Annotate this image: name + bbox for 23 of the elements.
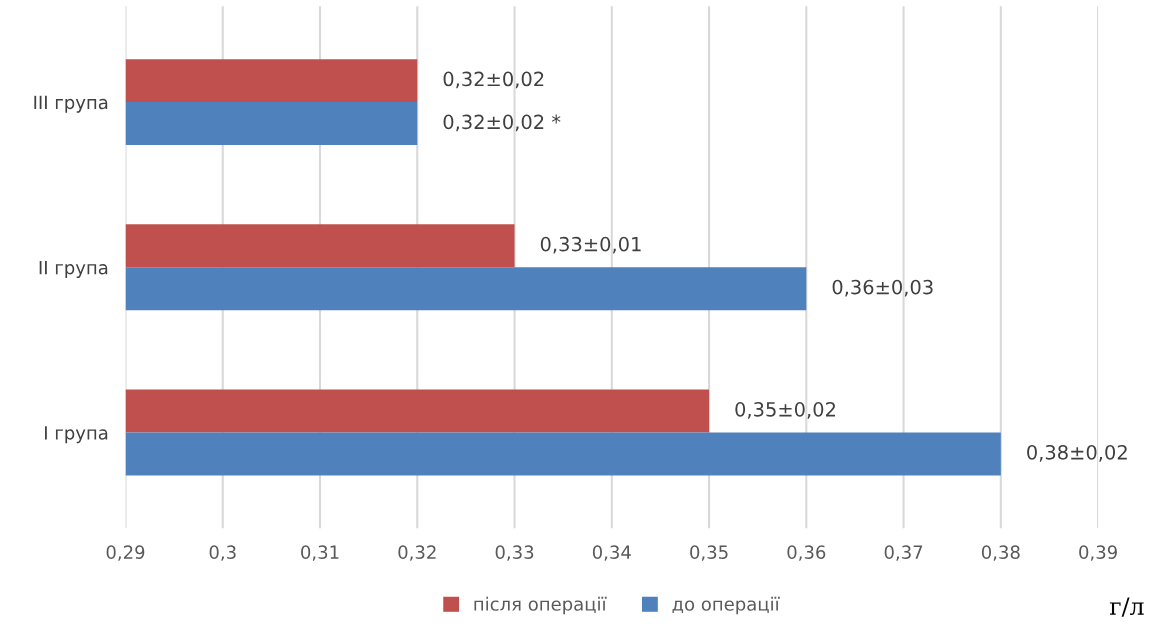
data-label: 0,32±0,02 xyxy=(443,71,544,89)
data-label: 0,32±0,02 * xyxy=(443,114,561,132)
x-tick-label: 0,34 xyxy=(592,545,631,561)
y-tick-label: II група xyxy=(39,261,108,278)
x-tick-label: 0,32 xyxy=(398,545,436,561)
x-tick-label: 0,38 xyxy=(981,545,1020,561)
data-label: 0,33±0,01 xyxy=(540,236,641,254)
y-tick-label: III група xyxy=(34,95,108,113)
legend-label: після операції xyxy=(474,596,607,615)
data-label: 0,36±0,03 xyxy=(832,279,933,297)
x-tick-label: 0,31 xyxy=(301,545,339,561)
x-tick-label: 0,36 xyxy=(787,545,826,561)
data-label: 0,35±0,02 xyxy=(735,401,835,419)
y-tick-label: I група xyxy=(45,426,108,444)
x-tick-label: 0,39 xyxy=(1079,545,1117,561)
x-tick-label: 0,3 xyxy=(209,545,236,561)
x-axis-title: г/л xyxy=(1109,597,1144,617)
legend-label: до операції xyxy=(672,596,780,615)
x-tick-label: 0,37 xyxy=(884,545,923,561)
data-label: 0,38±0,02 xyxy=(1027,444,1127,462)
x-tick-label: 0,33 xyxy=(495,545,534,561)
x-tick-label: 0,35 xyxy=(690,545,728,561)
x-tick-label: 0,29 xyxy=(106,545,145,561)
